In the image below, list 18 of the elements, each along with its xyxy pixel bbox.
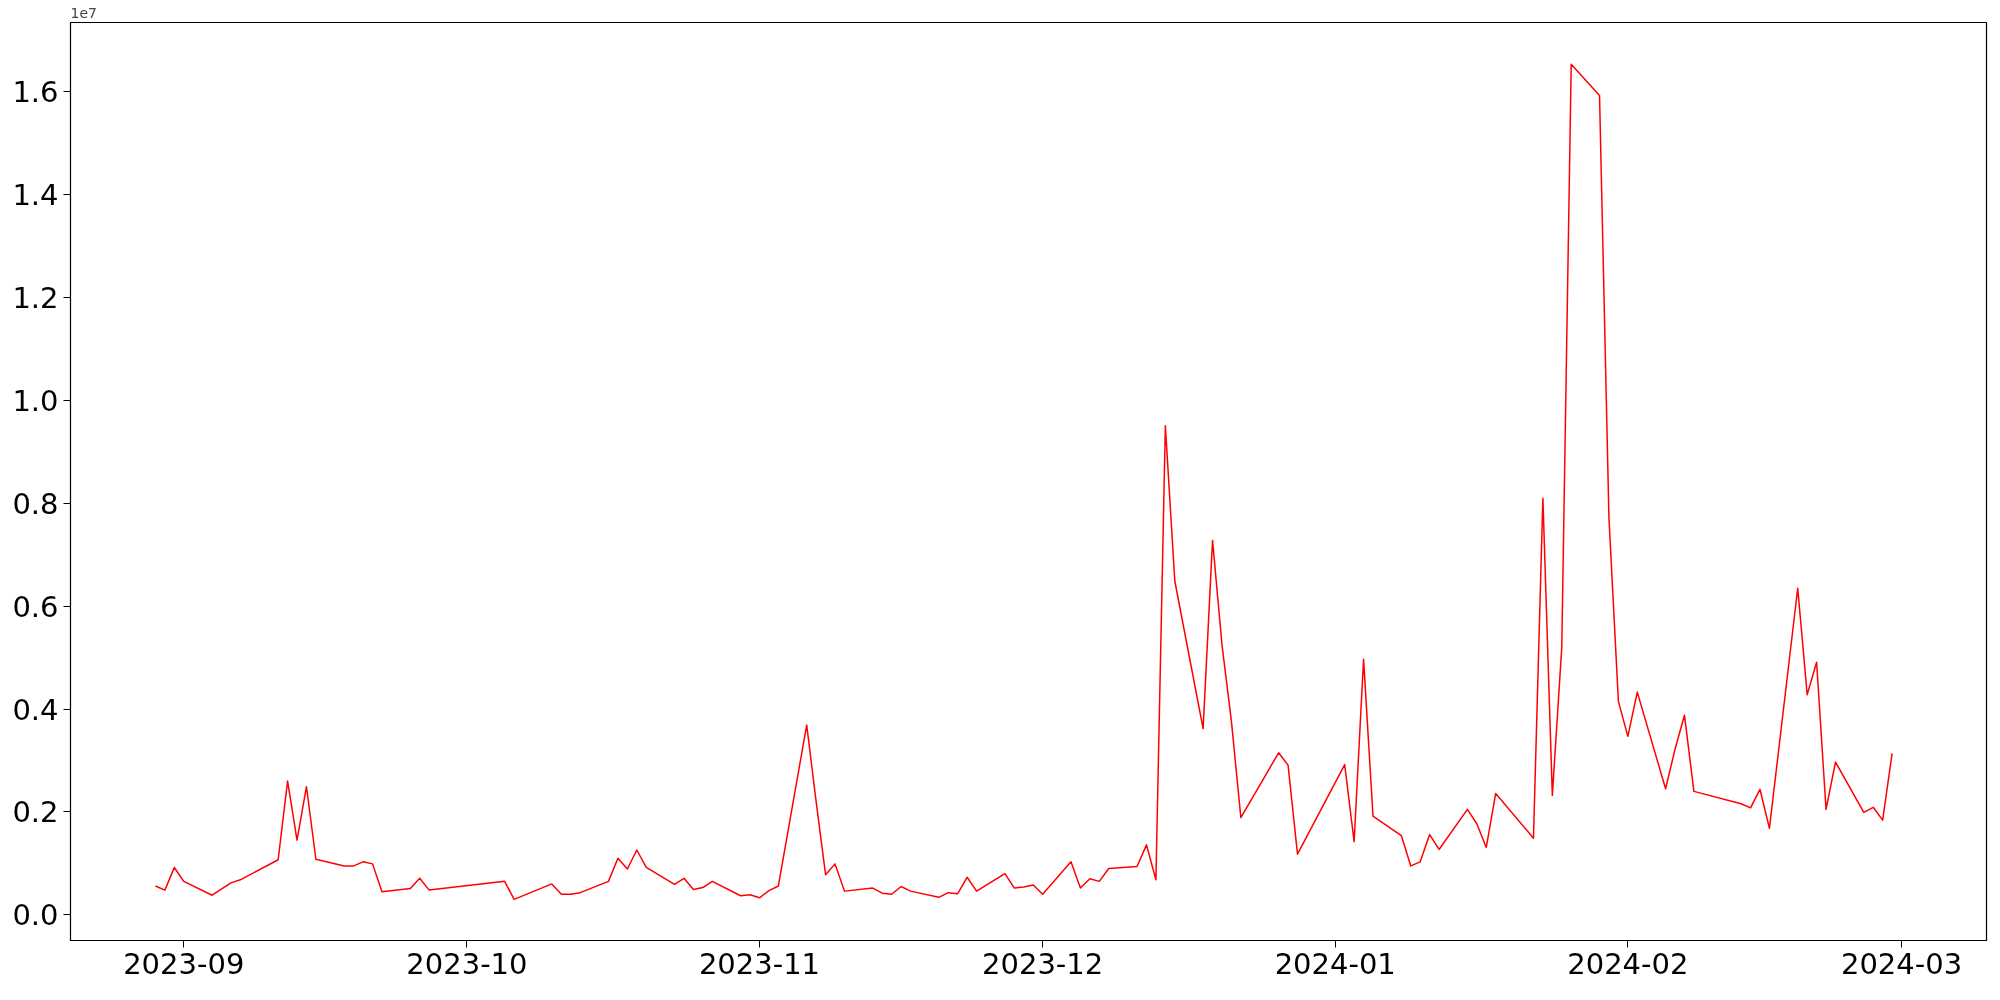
y-tick-label: 1.2 bbox=[12, 281, 59, 316]
x-tick-label: 2023-12 bbox=[982, 946, 1104, 981]
y-tick-label: 1.0 bbox=[12, 384, 59, 418]
x-tick-label: 2024-03 bbox=[1840, 946, 1963, 981]
x-tick-label: 2023-09 bbox=[123, 946, 245, 981]
x-tick-label: 2024-01 bbox=[1274, 946, 1396, 981]
y-tick-label: 0.4 bbox=[12, 692, 59, 727]
y-tick-label: 0.0 bbox=[12, 898, 59, 933]
y-tick-label: 1.4 bbox=[12, 178, 59, 213]
y-tick-label: 0.6 bbox=[12, 589, 59, 624]
x-tick-label: 2023-11 bbox=[698, 946, 821, 981]
y-tick-label: 0.2 bbox=[12, 795, 59, 830]
x-tick-label: 2024-02 bbox=[1567, 946, 1689, 981]
y-tick-label: 0.8 bbox=[12, 486, 59, 521]
line-series bbox=[154, 63, 1893, 901]
y-tick-label: 1.6 bbox=[12, 75, 59, 110]
x-tick-label: 2023-10 bbox=[406, 946, 528, 981]
text: 1e7 bbox=[70, 4, 97, 21]
